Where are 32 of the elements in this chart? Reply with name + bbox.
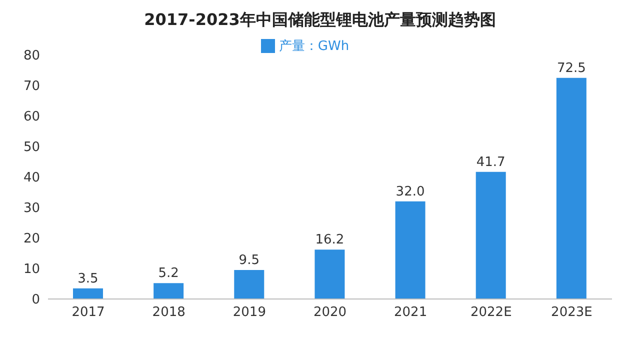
- bar: [234, 270, 264, 299]
- text: 5.2: [158, 266, 179, 282]
- text: 16.2: [315, 232, 344, 248]
- y-tick-label: 10: [23, 262, 40, 278]
- text: 3.5: [78, 271, 98, 286]
- x-tick-label: 2023E: [551, 305, 592, 320]
- legend-label: 产量：GWh: [278, 39, 350, 54]
- x-tick-label: 2021: [394, 305, 428, 320]
- bar: [73, 288, 103, 299]
- y-tick-label: 0: [32, 292, 40, 308]
- y-tick-label: 50: [23, 140, 40, 156]
- y-tick-label: 60: [23, 110, 40, 125]
- text: 72.5: [556, 60, 586, 76]
- x-tick-label: 2019: [232, 305, 266, 320]
- bar: [556, 78, 586, 299]
- y-tick-label: 80: [23, 48, 40, 64]
- chart-title: 2017-2023年中国储能型锂电池产量预测趋势图: [143, 9, 497, 31]
- bar: [395, 201, 426, 299]
- y-tick-label: 40: [23, 170, 40, 186]
- y-tick-label: 30: [23, 201, 40, 216]
- bar: [314, 250, 345, 299]
- x-tick-label: 2018: [152, 305, 186, 320]
- x-tick-label: 2022E: [470, 305, 512, 320]
- bar: [154, 283, 184, 299]
- bar: [476, 172, 506, 299]
- x-tick-label: 2017: [72, 305, 105, 320]
- text: 41.7: [476, 154, 506, 170]
- y-tick-label: 20: [23, 232, 40, 247]
- y-tick-label: 70: [23, 79, 40, 94]
- x-tick-label: 2020: [313, 305, 347, 320]
- text: 9.5: [238, 253, 260, 268]
- text: 32.0: [396, 184, 425, 200]
